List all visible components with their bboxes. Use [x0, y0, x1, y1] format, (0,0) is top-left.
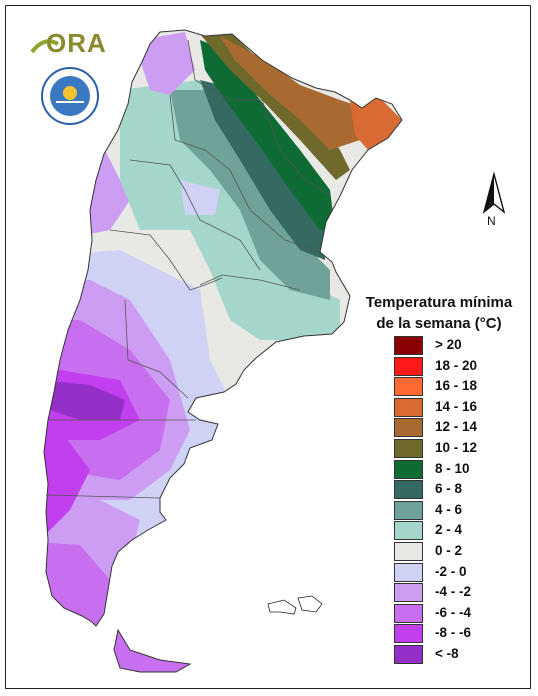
zone-4-6	[170, 90, 330, 300]
legend-title-line1: Temperatura mínima	[365, 294, 513, 311]
legend-item: 14 - 16	[394, 397, 524, 418]
legend-swatch	[394, 459, 423, 479]
legend-title-line2: de la semana (°C)	[376, 315, 502, 332]
zone-14-16	[350, 98, 402, 150]
legend-item: < -8	[394, 645, 524, 665]
legend-item: > 20	[394, 336, 524, 356]
legend-range-label: 6 - 8	[435, 481, 463, 497]
legend-range-label: -8 - -6	[435, 625, 472, 641]
zone-6-8	[200, 80, 325, 260]
legend-swatch	[394, 562, 423, 582]
legend-range-label: -2 - 0	[435, 563, 467, 579]
legend-item: 16 - 18	[394, 377, 524, 397]
zone-minus2-0-center	[180, 180, 220, 215]
legend-range-label: 0 - 2	[435, 543, 463, 558]
tierra-del-fuego	[113, 628, 192, 673]
legend-range-label: < -8	[435, 646, 459, 661]
malvinas-islands	[267, 595, 323, 615]
zone-below-minus8	[44, 380, 125, 420]
zone-10-12	[200, 34, 350, 180]
legend-range-label: 12 - 14	[435, 419, 478, 435]
legend-item: 12 - 14	[394, 418, 524, 438]
legend-item: -2 - 0	[394, 562, 524, 583]
legend-swatch	[394, 583, 423, 603]
zone-minus4-minus2-northwest	[140, 32, 195, 95]
north-arrow-icon	[482, 172, 506, 214]
legend-item: 10 - 12	[394, 439, 524, 459]
legend-swatch	[394, 521, 423, 541]
legend-range-label: 8 - 10	[435, 460, 470, 476]
legend-item: 0 - 2	[394, 542, 524, 562]
legend-swatch	[394, 356, 423, 376]
legend-swatch	[394, 397, 423, 417]
legend-range-label: 2 - 4	[435, 522, 463, 538]
zone-minus6-minus4-far-south	[44, 540, 110, 626]
legend-range-label: -4 - -2	[435, 584, 472, 600]
zone-12-14	[220, 36, 370, 150]
legend-swatch	[394, 480, 423, 500]
legend-item: -8 - -6	[394, 624, 524, 644]
legend-swatch	[394, 418, 423, 438]
legend-item: 6 - 8	[394, 480, 524, 500]
legend-item: -4 - -2	[394, 583, 524, 603]
legend-swatch	[394, 542, 423, 561]
legend-range-label: 18 - 20	[435, 357, 478, 373]
legend-swatch	[394, 500, 423, 520]
legend-range-label: 4 - 6	[435, 501, 463, 517]
legend-item: -6 - -4	[394, 603, 524, 624]
ora-logo-text: ORA	[46, 28, 107, 58]
legend-range-label: > 20	[435, 337, 462, 352]
legend-range-label: -6 - -4	[435, 604, 472, 620]
legend-swatch	[394, 603, 423, 623]
agency-seal-icon	[40, 66, 100, 126]
north-label: N	[487, 214, 496, 228]
legend-item: 18 - 20	[394, 356, 524, 377]
legend-range-label: 10 - 12	[435, 440, 478, 455]
legend-swatch	[394, 645, 423, 664]
zone-8-10	[200, 40, 335, 230]
legend-item: 2 - 4	[394, 521, 524, 541]
legend-swatch	[394, 336, 423, 355]
legend-swatch	[394, 624, 423, 644]
legend-item: 4 - 6	[394, 500, 524, 521]
legend-swatch	[394, 377, 423, 397]
province-borders	[45, 39, 331, 499]
legend-swatch	[394, 439, 423, 458]
legend-title: Temperatura mínima de la semana (°C)	[344, 292, 534, 334]
ora-logo: ORA	[30, 28, 107, 58]
legend-range-label: 14 - 16	[435, 398, 478, 414]
legend-item: 8 - 10	[394, 459, 524, 480]
legend-range-label: 16 - 18	[435, 378, 478, 394]
ora-swoosh-icon	[30, 39, 59, 54]
